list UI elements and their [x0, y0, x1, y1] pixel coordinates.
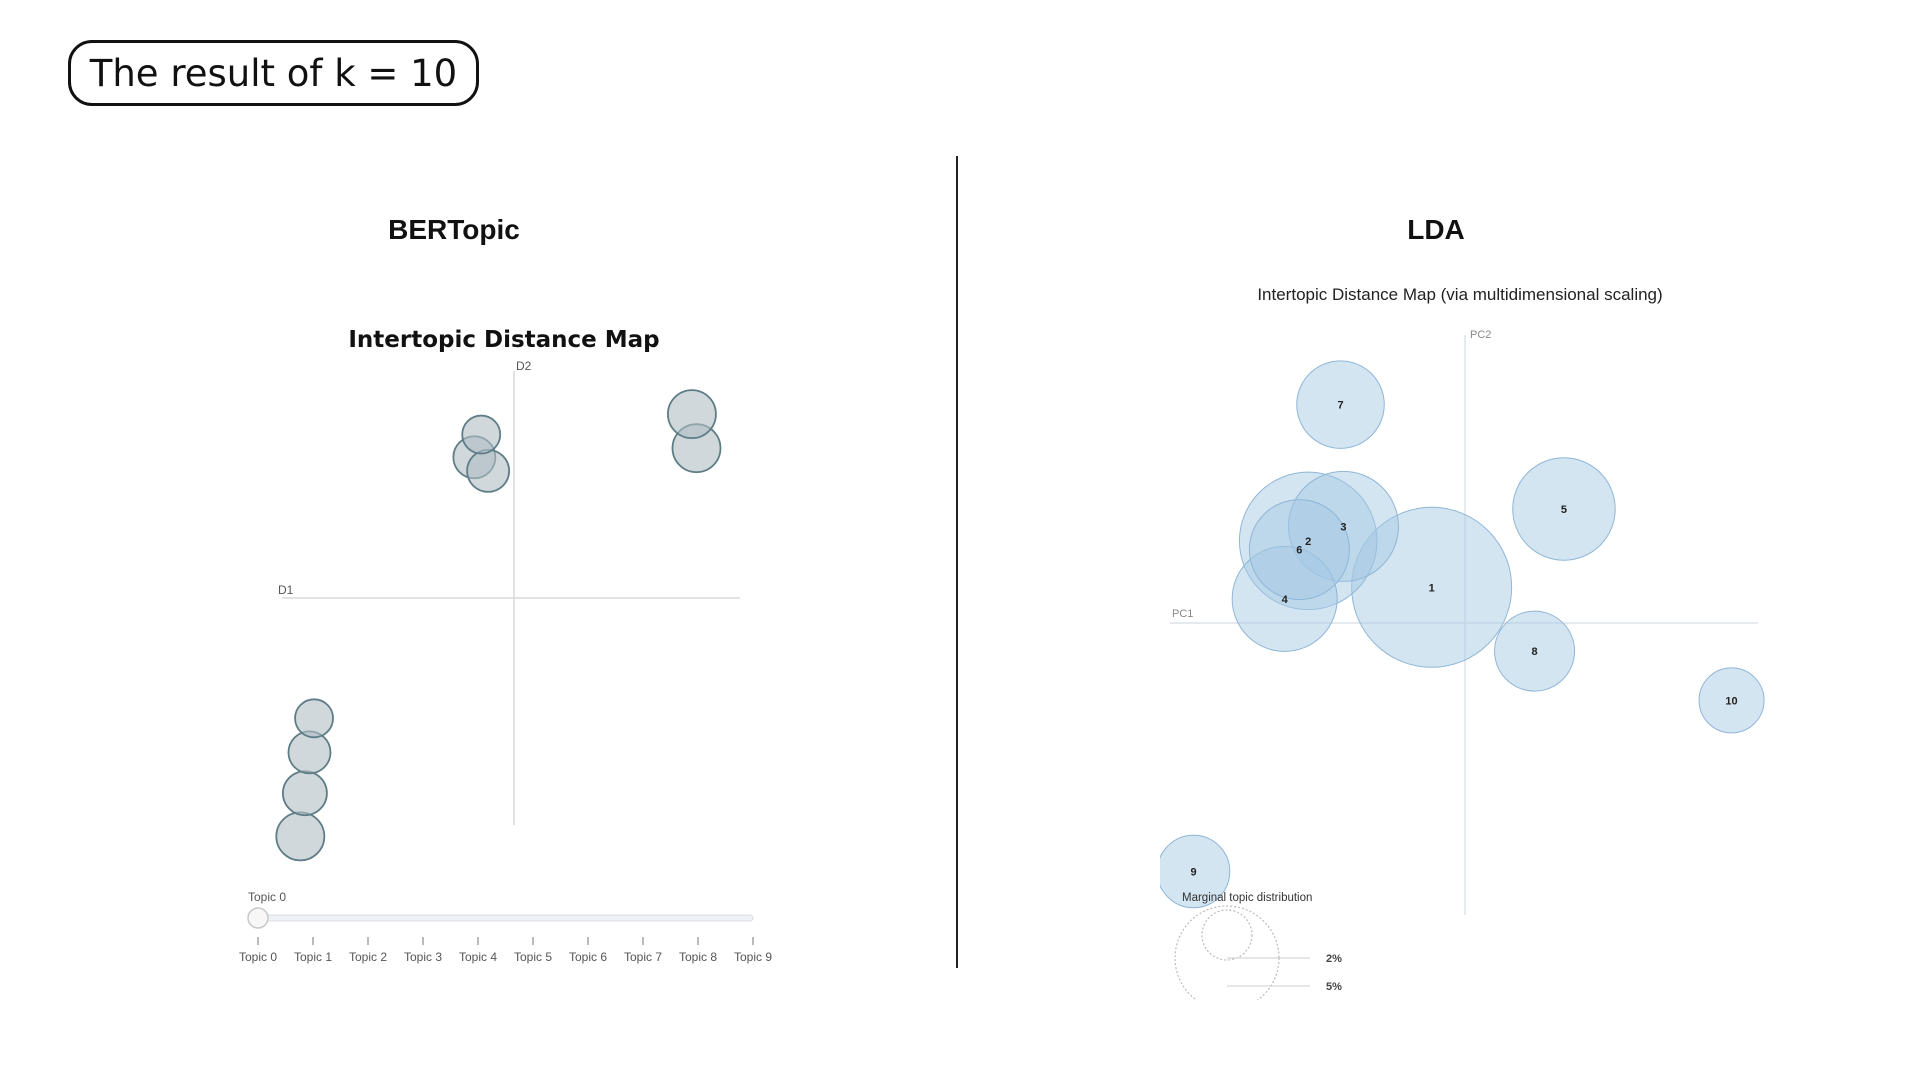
- slider-tick-label-5[interactable]: Topic 5: [514, 950, 552, 964]
- legend-entry-2pct: 2%: [1326, 953, 1342, 965]
- slider-tick-label-2[interactable]: Topic 2: [349, 950, 387, 964]
- topic-label-10: 10: [1725, 695, 1737, 707]
- bertopic-chart-title: Intertopic Distance Map: [348, 327, 659, 353]
- slider-tick-label-3[interactable]: Topic 3: [404, 950, 442, 964]
- topic-bubble-5[interactable]: [1512, 457, 1616, 561]
- bertopic-intertopic-chart: Intertopic Distance Map D2 D1 Topic 0 To…: [239, 327, 772, 964]
- topic-bubble-9[interactable]: [1160, 834, 1231, 909]
- panel-divider: [956, 156, 958, 968]
- topic-bubble-4[interactable]: [1231, 545, 1338, 652]
- topic-bubble-3[interactable]: [294, 698, 334, 739]
- result-badge: The result of k = 10: [68, 40, 479, 106]
- lda-chart-title: Intertopic Distance Map (via multidimens…: [1257, 285, 1662, 304]
- topic-label-5: 5: [1561, 504, 1567, 516]
- topic-label-9: 9: [1190, 867, 1196, 879]
- topic-label-2: 2: [1305, 536, 1311, 548]
- topic-bubble-8[interactable]: [1494, 610, 1576, 692]
- slider-tick-label-6[interactable]: Topic 6: [569, 950, 607, 964]
- slider-tick-label-4[interactable]: Topic 4: [459, 950, 497, 964]
- lda-points: 1 2 3 4 5 6 7 8 9 10: [1160, 360, 1765, 909]
- slider-tick-label-7[interactable]: Topic 7: [624, 950, 662, 964]
- topic-bubble-6[interactable]: [1248, 499, 1350, 601]
- lda-intertopic-chart: Intertopic Distance Map (via multidimens…: [1160, 285, 1765, 1000]
- topic-bubble-0[interactable]: [275, 811, 326, 862]
- slider-tick-label-0[interactable]: Topic 0: [239, 950, 277, 964]
- lda-pc2-label: PC2: [1470, 329, 1491, 341]
- slider-current-label: Topic 0: [248, 890, 286, 904]
- bertopic-points: [275, 389, 722, 862]
- topic-label-6: 6: [1296, 545, 1302, 557]
- slider-tick-label-1[interactable]: Topic 1: [294, 950, 332, 964]
- topic-bubble-1[interactable]: [282, 770, 328, 817]
- topic-slider-track[interactable]: [257, 914, 754, 922]
- topic-bubble-6[interactable]: [461, 414, 502, 455]
- lda-pc1-label: PC1: [1172, 608, 1193, 620]
- topic-slider-handle[interactable]: [247, 907, 269, 929]
- slider-ticks: Topic 0 Topic 1 Topic 2 Topic 3 Topic 4 Topic…: [239, 937, 772, 964]
- topic-bubble-5[interactable]: [466, 448, 511, 493]
- topic-bubble-1[interactable]: [1351, 506, 1513, 668]
- topic-bubble-10[interactable]: [1698, 667, 1765, 734]
- slider-tick-label-9[interactable]: Topic 9: [734, 950, 772, 964]
- legend-title: Marginal topic distribution: [1182, 892, 1312, 904]
- bertopic-title: BERTopic: [388, 214, 520, 245]
- topic-label-1: 1: [1429, 582, 1435, 594]
- legend-circle-2pct: [1201, 909, 1253, 961]
- topic-label-8: 8: [1531, 646, 1537, 658]
- topic-bubble-8[interactable]: [667, 389, 717, 440]
- lda-title: LDA: [1407, 214, 1465, 245]
- topic-label-4: 4: [1282, 594, 1289, 606]
- result-title: The result of k = 10: [89, 51, 458, 95]
- bertopic-d1-label: D1: [278, 583, 294, 597]
- slider-tick-label-8[interactable]: Topic 8: [679, 950, 717, 964]
- bertopic-d2-label: D2: [516, 359, 532, 373]
- topic-bubble-7[interactable]: [1296, 360, 1385, 449]
- topic-label-7: 7: [1337, 400, 1343, 412]
- marginal-topic-legend: Marginal topic distribution 2% 5%: [1174, 892, 1342, 1000]
- topic-label-3: 3: [1340, 521, 1346, 533]
- legend-entry-5pct: 5%: [1326, 981, 1342, 993]
